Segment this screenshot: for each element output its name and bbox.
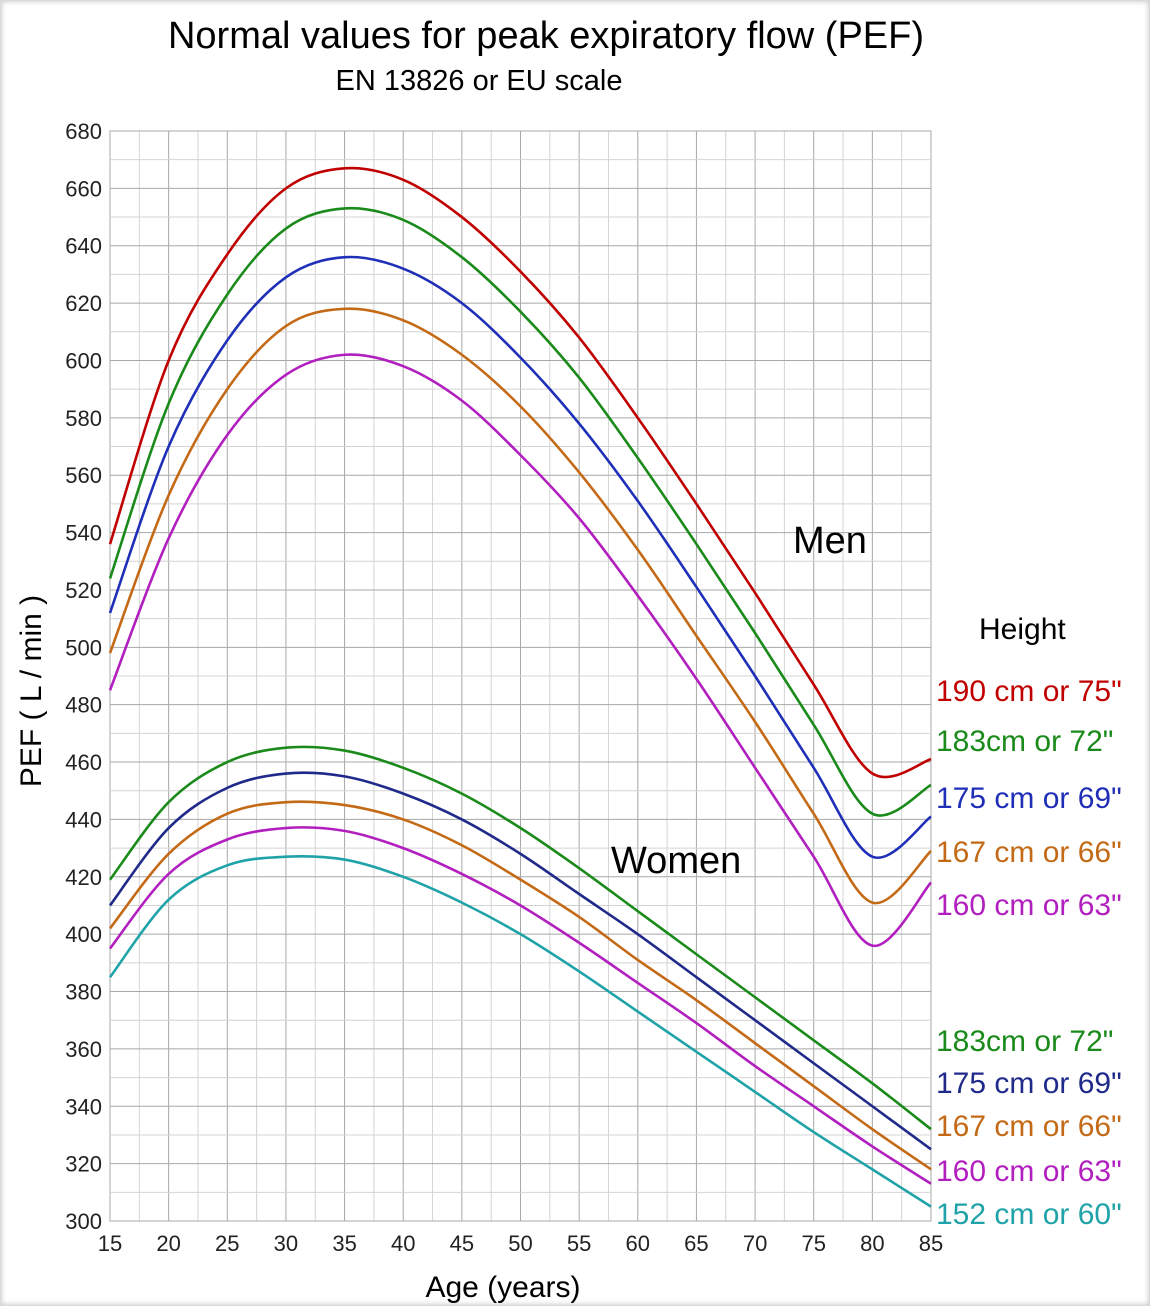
y-tick-label: 520 xyxy=(65,578,102,603)
x-tick-label: 20 xyxy=(156,1231,180,1256)
legend-entry: 175 cm or 69" xyxy=(936,782,1122,815)
legend-entry: 160 cm or 63" xyxy=(936,889,1122,922)
y-tick-label: 560 xyxy=(65,463,102,488)
x-axis-ticks: 15 20 25 30 35 40 45 50 55 60 65 70 75 80 85 xyxy=(98,1231,943,1256)
x-tick-label: 55 xyxy=(567,1231,591,1256)
legend: 190 cm or 75" 183cm or 72" 175 cm or 69" 16… xyxy=(936,675,1122,1231)
group-label-men: Men xyxy=(793,520,867,562)
x-tick-label: 25 xyxy=(215,1231,239,1256)
series-line-women-4 xyxy=(108,854,932,1208)
y-tick-label: 660 xyxy=(65,176,102,201)
y-axis-label: PEF ( L / min ) xyxy=(15,595,48,787)
x-tick-label: 70 xyxy=(743,1231,767,1256)
x-tick-label: 60 xyxy=(626,1231,650,1256)
series-line-men-1 xyxy=(108,206,932,817)
y-tick-label: 600 xyxy=(65,348,102,373)
y-tick-label: 400 xyxy=(65,922,102,947)
series-line-men-4 xyxy=(108,353,932,947)
x-tick-label: 50 xyxy=(508,1231,532,1256)
legend-title: Height xyxy=(979,613,1066,646)
y-axis-ticks: 300 320 340 360 380 400 420 440 460 480 500 520 540 5… xyxy=(65,119,102,1234)
y-tick-label: 460 xyxy=(65,750,102,775)
legend-entry: 183cm or 72" xyxy=(936,1025,1113,1058)
x-tick-label: 40 xyxy=(391,1231,415,1256)
legend-entry: 167 cm or 66" xyxy=(936,1110,1122,1143)
legend-entry: 175 cm or 69" xyxy=(936,1067,1122,1100)
series-line-men-2 xyxy=(108,255,932,860)
y-tick-label: 380 xyxy=(65,980,102,1005)
x-tick-label: 80 xyxy=(860,1231,884,1256)
legend-entry: 183cm or 72" xyxy=(936,725,1113,758)
y-tick-label: 320 xyxy=(65,1152,102,1177)
y-tick-label: 420 xyxy=(65,865,102,890)
y-tick-label: 440 xyxy=(65,807,102,832)
x-tick-label: 45 xyxy=(450,1231,474,1256)
legend-entry: 160 cm or 63" xyxy=(936,1155,1122,1188)
chart-title: Normal values for peak expiratory flow (… xyxy=(168,15,924,57)
series-line-women-1 xyxy=(108,771,932,1151)
x-axis-label: Age (years) xyxy=(425,1271,580,1304)
series-line-women-0 xyxy=(108,745,932,1131)
y-tick-label: 580 xyxy=(65,406,102,431)
x-tick-label: 85 xyxy=(919,1231,943,1256)
series-lines xyxy=(108,166,932,1208)
y-tick-label: 540 xyxy=(65,521,102,546)
x-tick-label: 65 xyxy=(684,1231,708,1256)
y-tick-label: 500 xyxy=(65,635,102,660)
series-line-men-3 xyxy=(108,307,932,905)
y-tick-label: 360 xyxy=(65,1037,102,1062)
legend-entry: 152 cm or 60" xyxy=(936,1198,1122,1231)
x-tick-label: 15 xyxy=(98,1231,122,1256)
y-tick-label: 480 xyxy=(65,693,102,718)
legend-entry: 190 cm or 75" xyxy=(936,675,1122,708)
y-tick-label: 300 xyxy=(65,1209,102,1234)
y-tick-label: 640 xyxy=(65,234,102,259)
group-label-women: Women xyxy=(611,840,741,882)
y-tick-label: 620 xyxy=(65,291,102,316)
series-line-women-2 xyxy=(108,800,932,1171)
series-line-men-0 xyxy=(108,166,932,779)
x-tick-label: 30 xyxy=(274,1231,298,1256)
x-tick-label: 35 xyxy=(332,1231,356,1256)
y-tick-label: 680 xyxy=(65,119,102,144)
x-tick-label: 75 xyxy=(801,1231,825,1256)
y-tick-label: 340 xyxy=(65,1094,102,1119)
series-line-women-3 xyxy=(108,826,932,1185)
chart-subtitle: EN 13826 or EU scale xyxy=(336,65,623,97)
legend-entry: 167 cm or 66" xyxy=(936,836,1122,869)
